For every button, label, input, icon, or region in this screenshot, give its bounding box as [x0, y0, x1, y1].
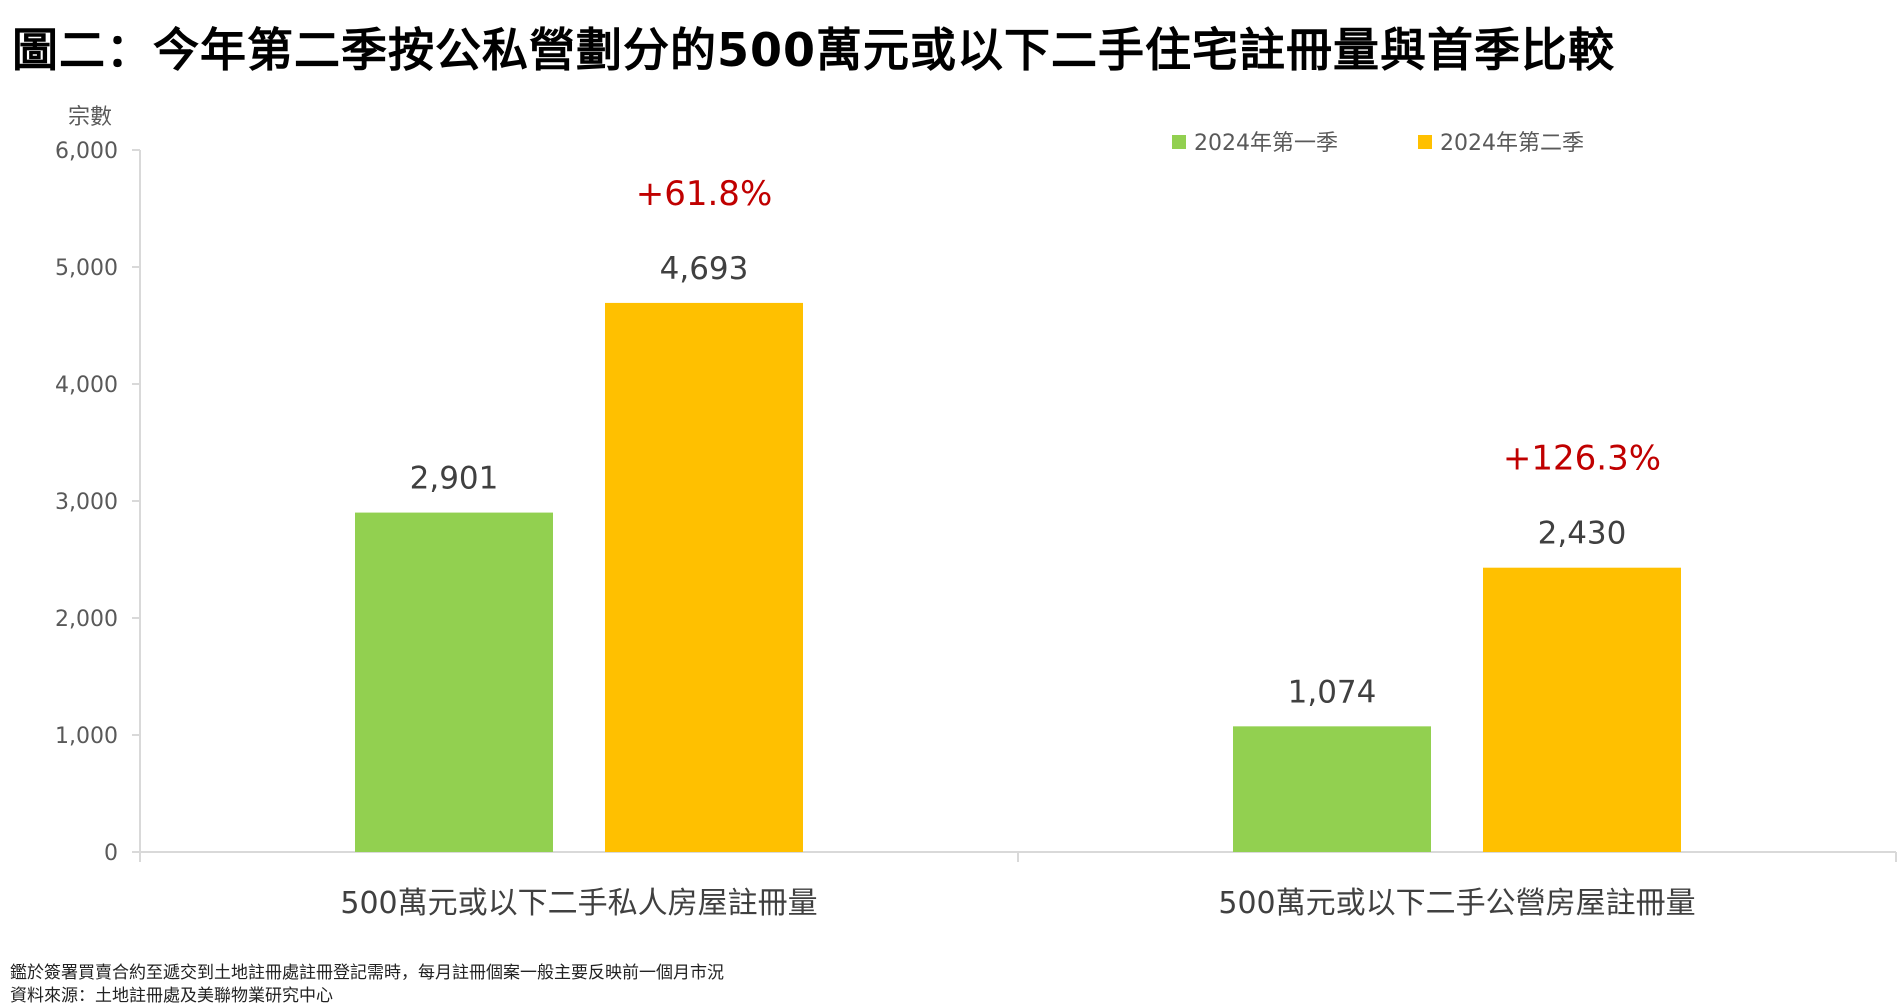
legend-label: 2024年第一季	[1194, 131, 1338, 156]
bar	[1483, 567, 1681, 852]
y-tick-label: 2,000	[55, 607, 118, 632]
bar	[355, 512, 553, 852]
x-category-label: 500萬元或以下二手公營房屋註冊量	[1218, 886, 1695, 921]
y-tick-label: 6,000	[55, 139, 118, 164]
legend-swatch	[1172, 135, 1186, 149]
bar	[1233, 726, 1431, 852]
footnote-source: 資料來源：土地註冊處及美聯物業研究中心	[10, 986, 333, 1006]
y-tick-label: 5,000	[55, 256, 118, 281]
bar	[605, 302, 803, 852]
y-tick-label: 4,000	[55, 373, 118, 398]
x-category-label: 500萬元或以下二手私人房屋註冊量	[340, 886, 817, 921]
y-tick-label: 1,000	[55, 724, 118, 749]
data-label: 4,693	[660, 251, 749, 287]
data-label: 2,901	[410, 461, 499, 497]
bar-chart: 0 1,000 2,000 3,000 4,000 5,000 6,000 宗數 2,901 4,…	[55, 105, 1897, 921]
legend-swatch	[1418, 135, 1432, 149]
footnote-lag: 鑑於簽署買賣合約至遞交到土地註冊處註冊登記需時，每月註冊個案一般主要反映前一個月…	[10, 963, 724, 983]
data-label: 1,074	[1288, 674, 1377, 710]
y-tick-label: 0	[104, 841, 118, 866]
chart-title: 圖二：今年第二季按公私營劃分的500萬元或以下二手住宅註冊量與首季比較	[12, 23, 1616, 77]
legend-label: 2024年第二季	[1440, 131, 1584, 156]
change-annotation: +126.3%	[1503, 439, 1661, 479]
change-annotation: +61.8%	[636, 174, 773, 214]
y-tick-label: 3,000	[55, 490, 118, 515]
y-axis-label: 宗數	[68, 105, 112, 130]
data-label: 2,430	[1538, 516, 1627, 552]
